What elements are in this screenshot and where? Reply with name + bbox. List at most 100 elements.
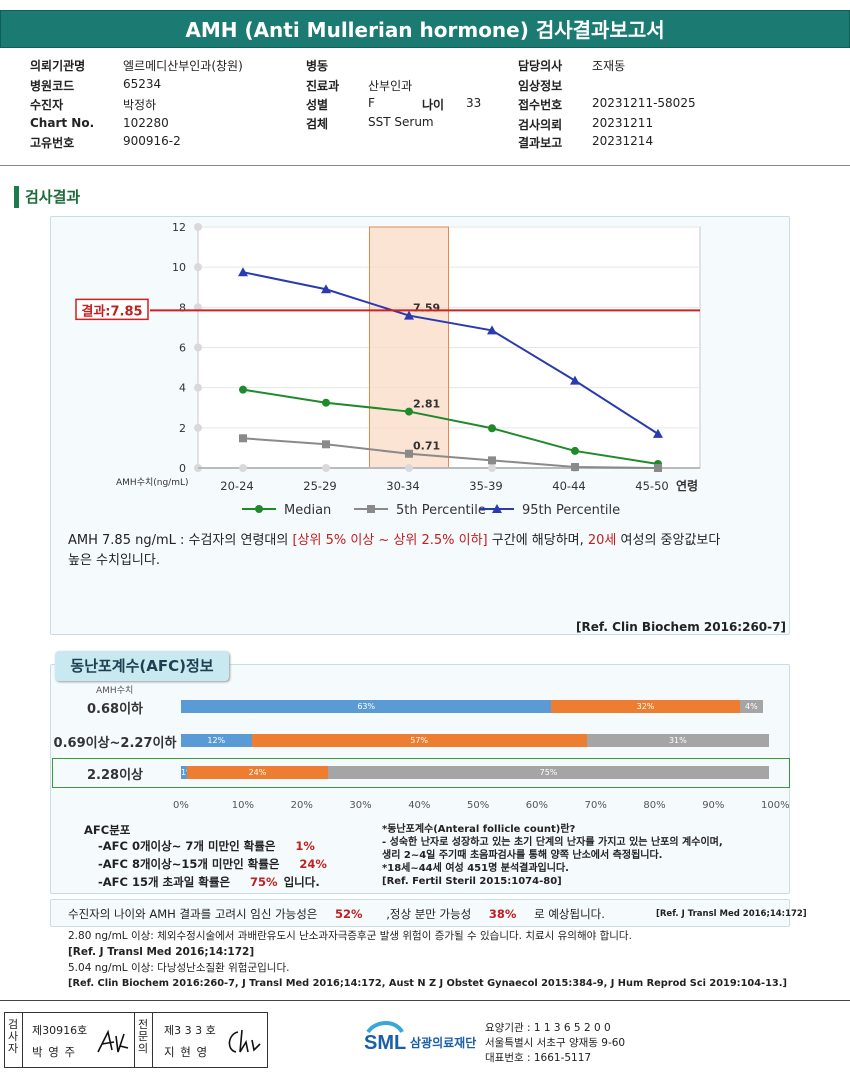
age-value: 33 xyxy=(466,96,482,110)
desc-part3: 구간에 해당하며, xyxy=(487,533,588,548)
specialist-no: 제3 3 3 호 xyxy=(164,1024,216,1037)
prob-reference: [Ref. J Transl Med 2016;14:172] xyxy=(656,909,807,919)
afc-note-5: [Ref. Fertil Steril 2015:1074-80] xyxy=(382,876,562,887)
afc-bar-segment: 4% xyxy=(739,700,764,713)
info-key: Chart No. xyxy=(30,116,95,130)
afc-axis-tick: 50% xyxy=(467,800,490,811)
probability-text: 수진자의 나이와 AMH 결과를 고려시 임신 가능성은 52% ,정상 분만 … xyxy=(68,906,605,922)
afc-dist-text: -AFC 0개이상~ 7개 미만인 확률은 xyxy=(98,839,276,853)
afc-bar-segment: 57% xyxy=(251,734,587,747)
info-value: 900916-2 xyxy=(123,134,181,148)
afc-bar-segment: 12% xyxy=(181,734,252,747)
series-point xyxy=(322,398,330,407)
y-tick-label: 2 xyxy=(179,422,186,435)
series-point xyxy=(404,310,414,320)
info-value: 박정하 xyxy=(123,98,157,112)
afc-bar-segment: 63% xyxy=(181,700,552,713)
org-addr-3: 대표번호 : 1661-5117 xyxy=(485,1052,592,1064)
signature-box xyxy=(4,1012,268,1068)
specialist-name: 지 현 영 xyxy=(164,1045,209,1059)
series-point xyxy=(405,407,413,416)
series-point xyxy=(405,449,413,458)
series-line xyxy=(242,388,659,465)
legend-label: Median xyxy=(284,503,331,518)
specialist-label: 전문의 xyxy=(137,1018,149,1055)
afc-axis-tick: 80% xyxy=(643,800,666,811)
desc-line2: 높은 수치입니다. xyxy=(68,553,160,568)
x-tick-label: 45-50 xyxy=(635,479,668,493)
info-value: F xyxy=(368,96,375,110)
afc-note-3: 생리 2~4일 주기때 초음파검사를 통해 양쪽 난소에서 측정됩니다. xyxy=(382,850,663,861)
result-description: AMH 7.85 ng/mL : 수검자의 연령대의 [상위 5% 이상 ~ 상… xyxy=(68,531,828,571)
info-key: 병원코드 xyxy=(30,79,75,93)
x-axis-dot xyxy=(239,464,247,472)
afc-dist-pct: 75% xyxy=(250,875,278,889)
y-axis-dot xyxy=(194,343,202,352)
afc-note-4: *18세~44세 여성 451명 분석결과입니다. xyxy=(382,863,569,874)
series-point xyxy=(322,440,330,449)
patient-info: 의뢰기관명 엘르메디산부인과(창원) 병원코드 65234 수진자 박정하 Chart No… xyxy=(0,0,850,160)
afc-dist-pct: 1% xyxy=(295,839,315,853)
desc-part5: 여성의 중앙값보다 xyxy=(616,533,721,548)
info-key: 성별 xyxy=(306,98,329,112)
legend-marker xyxy=(367,505,375,513)
afc-highlight-box xyxy=(52,758,790,788)
afc-dist-line: -AFC 0개이상~ 7개 미만인 확률은 1% xyxy=(98,838,321,855)
afc-axis-tick: 40% xyxy=(408,800,431,811)
section-title: 검사결과 xyxy=(14,186,80,208)
info-key: 수진자 xyxy=(30,98,64,112)
info-value: 65234 xyxy=(123,77,162,91)
series-point xyxy=(488,424,496,433)
bottom-note-2: [Ref. J Transl Med 2016;14:172] xyxy=(68,946,255,958)
y-tick-label: 12 xyxy=(172,221,186,234)
y-tick-label: 8 xyxy=(179,301,186,314)
info-value: 20231211 xyxy=(592,116,654,130)
legend-marker xyxy=(492,504,502,513)
info-value: 20231211-58025 xyxy=(592,96,696,110)
prob-text-1: 수진자의 나이와 AMH 결과를 고려시 임신 가능성은 xyxy=(68,907,318,921)
series-point-label: 7.59 xyxy=(413,302,440,315)
afc-dist-line: -AFC 15개 초과일 확률은 75% 입니다. xyxy=(98,874,320,891)
chart-reference: [Ref. Clin Biochem 2016:260-7] xyxy=(576,620,786,634)
report-title: AMH (Anti Mullerian hormone) 검사결과보고서 xyxy=(0,10,850,48)
info-value: 20231214 xyxy=(592,134,654,148)
afc-dist-text: -AFC 8개이상~15개 미만인 확률은 xyxy=(98,857,280,871)
series-point xyxy=(321,284,331,294)
prob-text-2: ,정상 분만 가능성 xyxy=(386,907,472,921)
info-value: 엘르메디산부인과(창원) xyxy=(123,59,243,73)
afc-axis-tick: 100% xyxy=(761,800,790,811)
afc-bar-segment: 31% xyxy=(586,734,769,747)
series-point xyxy=(571,462,579,471)
afc-note-1: *동난포계수(Anteral follicle count)란? xyxy=(382,824,576,835)
y-axis-unit-label: AMH수치(ng/mL) xyxy=(116,476,189,488)
info-key: 검사의뢰 xyxy=(518,118,563,132)
series-point xyxy=(239,434,247,443)
info-key: 결과보고 xyxy=(518,136,563,150)
series-point-label: 2.81 xyxy=(413,398,440,411)
x-tick-label: 40-44 xyxy=(552,479,585,493)
info-key: 고유번호 xyxy=(30,136,75,150)
desc-age: 20세 xyxy=(587,533,617,548)
series-point xyxy=(653,428,663,438)
logo-text: SML xyxy=(364,1032,407,1054)
afc-dist-end: 입니다. xyxy=(283,875,320,889)
bottom-note-4: [Ref. Clin Biochem 2016:260-7, J Transl … xyxy=(68,978,787,989)
inspector-no: 제30916호 xyxy=(32,1024,88,1037)
series-line xyxy=(242,437,659,469)
legend-marker xyxy=(255,505,263,513)
inspector-signature xyxy=(97,1029,129,1053)
series-line xyxy=(242,271,659,435)
org-addr-2: 서울특별시 서초구 양재동 9-60 xyxy=(485,1037,626,1049)
x-tick-label: 30-34 xyxy=(386,479,419,493)
sig-divider-3 xyxy=(152,1012,153,1068)
afc-title: 동난포계수(AFC)정보 xyxy=(55,651,229,681)
legend-label: 95th Percentile xyxy=(522,503,620,518)
y-tick-label: 4 xyxy=(179,382,186,395)
y-axis-dot xyxy=(194,263,202,272)
probability-box xyxy=(50,899,790,927)
bottom-note-1: 2.80 ng/mL 이상: 체외수정시술에서 과배란유도시 난소과자극증후군 … xyxy=(68,930,632,942)
afc-axis-tick: 70% xyxy=(584,800,607,811)
x-tick-label: 20-24 xyxy=(220,479,253,493)
afc-note-2: - 성숙한 난자로 성장하고 있는 초기 단계의 난자를 가지고 있는 난포의 … xyxy=(382,837,723,848)
amh-line-chart: 0 2 4 6 8 10 12 20-24 25-29 30-34 35-39 40-44 45-50 연… xyxy=(75,221,701,518)
